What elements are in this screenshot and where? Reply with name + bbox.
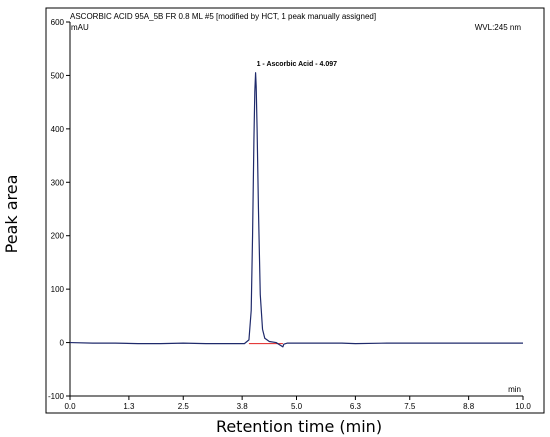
x-tick-label: 6.3: [350, 402, 362, 411]
detector-label: WVL:245 nm: [475, 23, 522, 32]
x-tick-label: 8.8: [463, 402, 475, 411]
y-tick-label: 200: [51, 232, 65, 241]
y-tick-label: -100: [48, 392, 65, 401]
tick-group: -100 0 100 200 300 400 500 600 0.0 1.3 2.5 3.8 5.0 6.…: [48, 18, 531, 411]
x-tick-label: 7.5: [404, 402, 416, 411]
outer-frame: [45, 7, 545, 414]
x-tick-label: 3.8: [237, 402, 249, 411]
y-axis-title: Peak area: [2, 175, 21, 254]
x-tick-label: 5.0: [291, 402, 303, 411]
y-tick-label: 400: [51, 125, 65, 134]
chart-title: ASCORBIC ACID 95A_5B FR 0.8 ML #5 [modif…: [70, 12, 376, 21]
x-tick-label: 10.0: [515, 402, 531, 411]
y-tick-label: 500: [51, 71, 65, 80]
chromatogram-trace: [69, 72, 523, 348]
y-tick-label: 300: [51, 178, 65, 187]
x-tick-label: 2.5: [178, 402, 190, 411]
peak-annotation: 1 - Ascorbic Acid - 4.097: [257, 61, 338, 68]
x-axis-title: Retention time (min): [216, 417, 382, 436]
x-unit-label: min: [508, 385, 521, 394]
y-tick-label: 600: [51, 18, 65, 27]
plot-layer: 1 - Ascorbic Acid - 4.097: [69, 61, 523, 348]
x-tick-label: 0.0: [64, 402, 76, 411]
y-tick-label: 100: [51, 285, 65, 294]
x-tick-label: 1.3: [123, 402, 135, 411]
y-tick-label: 0: [60, 339, 65, 348]
y-unit-label: mAU: [71, 23, 89, 32]
